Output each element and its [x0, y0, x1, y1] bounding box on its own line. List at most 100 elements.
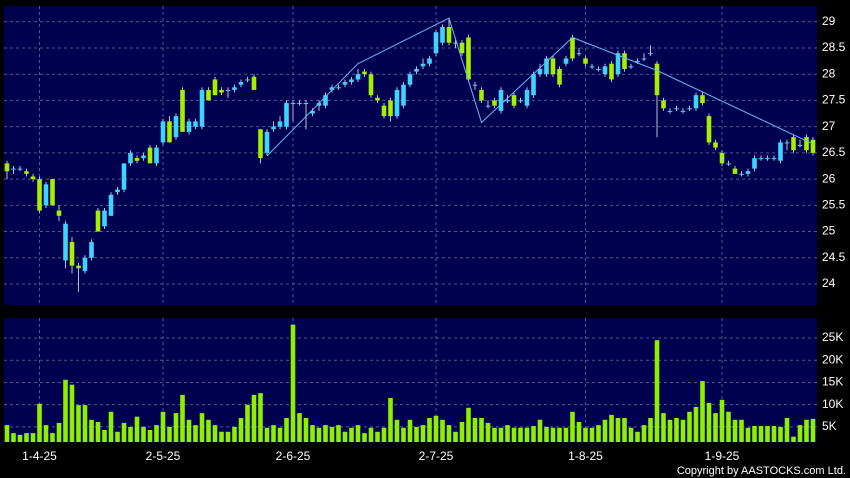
volume-bar — [134, 416, 140, 442]
volume-bar — [563, 427, 569, 442]
volume-bar — [362, 433, 367, 442]
volume-bar — [622, 418, 627, 442]
candle-body — [401, 84, 406, 106]
candle-body — [199, 89, 205, 127]
volume-bar — [310, 425, 315, 442]
x-tick-label: 2-5-25 — [146, 449, 181, 463]
volume-bar — [713, 413, 718, 442]
candle-body — [355, 74, 361, 80]
volume-bar — [349, 427, 354, 442]
candle-body — [654, 63, 660, 96]
candle-body — [225, 89, 231, 91]
volume-bar — [284, 418, 289, 442]
candle-body — [466, 37, 471, 80]
volume-bar — [297, 413, 302, 442]
candle-body — [173, 116, 179, 138]
y-tick-label: 28 — [822, 66, 836, 80]
candle-body — [212, 79, 218, 96]
candle-body — [342, 82, 348, 85]
candle-body — [771, 158, 777, 160]
volume-bar — [544, 426, 549, 442]
volume-bar — [167, 426, 172, 442]
candle-body — [89, 242, 94, 258]
volume-bar — [199, 413, 205, 442]
volume-bar — [641, 425, 647, 442]
volume-bar — [661, 413, 666, 442]
volume-bar — [654, 340, 660, 442]
candle-body — [128, 152, 133, 164]
y-tick-label: 15K — [822, 375, 843, 389]
volume-bar — [615, 418, 621, 442]
candle-body — [251, 76, 257, 90]
volume-bar — [147, 430, 153, 442]
candle-body — [687, 108, 692, 110]
candle-body — [11, 168, 16, 170]
candle-body — [602, 66, 608, 75]
volume-bar — [355, 425, 361, 442]
volume-bar — [784, 418, 790, 442]
volume-bar — [511, 427, 517, 442]
candle-body — [609, 63, 614, 80]
volume-bar — [271, 425, 276, 442]
volume-bar — [602, 419, 608, 442]
candle-body — [95, 210, 101, 232]
volume-bar — [745, 427, 751, 442]
candle-body — [186, 121, 192, 132]
volume-bar — [797, 425, 803, 442]
candle-body — [589, 66, 595, 68]
volume-bar — [277, 427, 283, 442]
candle-body — [576, 53, 582, 55]
candle-body — [752, 158, 757, 169]
candle-body — [121, 163, 127, 190]
volume-bar — [758, 426, 764, 442]
volume-bar — [778, 426, 783, 442]
candle-body — [56, 210, 62, 216]
candle-body — [745, 171, 751, 174]
volume-bar — [667, 419, 673, 442]
x-tick-label: 1-4-25 — [22, 449, 57, 463]
volume-bar — [154, 425, 159, 442]
candle-body — [232, 87, 237, 90]
volume-bar — [336, 425, 341, 442]
candle-body — [375, 97, 380, 101]
volume-bar — [485, 422, 491, 442]
x-tick-label: 1-9-25 — [705, 449, 740, 463]
candle-body — [290, 103, 296, 105]
candle-body — [498, 89, 504, 111]
volume-bar — [674, 418, 679, 442]
candle-body — [141, 155, 146, 159]
candle-body — [804, 137, 809, 151]
candle-body — [557, 68, 562, 85]
volume-bar — [394, 419, 400, 442]
candle-body — [420, 63, 426, 67]
candle-body — [674, 108, 679, 110]
volume-bar — [726, 411, 731, 442]
candle-body — [50, 179, 55, 206]
volume-bar — [30, 433, 36, 442]
y-tick-label: 25.5 — [822, 198, 846, 212]
candle-body — [719, 152, 725, 164]
candle-body — [531, 74, 536, 96]
y-tick-label: 27.5 — [822, 93, 846, 107]
y-tick-label: 29 — [822, 14, 836, 28]
candle-body — [524, 89, 530, 106]
candle-body — [43, 184, 49, 206]
volume-bar — [186, 419, 192, 442]
volume-bar — [492, 427, 497, 442]
candle-body — [440, 26, 445, 43]
candle-body — [258, 129, 263, 159]
volume-bar — [82, 405, 88, 442]
candle-body — [394, 89, 400, 117]
volume-bar — [687, 411, 692, 442]
volume-bar — [219, 431, 224, 442]
volume-bar — [251, 394, 257, 442]
volume-bar — [628, 427, 634, 442]
candle-body — [4, 163, 10, 172]
candle-body — [810, 139, 816, 153]
volume-bar — [381, 427, 387, 442]
candle-body — [511, 95, 517, 106]
candle-body — [245, 79, 250, 81]
volume-bar — [537, 419, 543, 442]
volume-bar — [115, 431, 120, 442]
